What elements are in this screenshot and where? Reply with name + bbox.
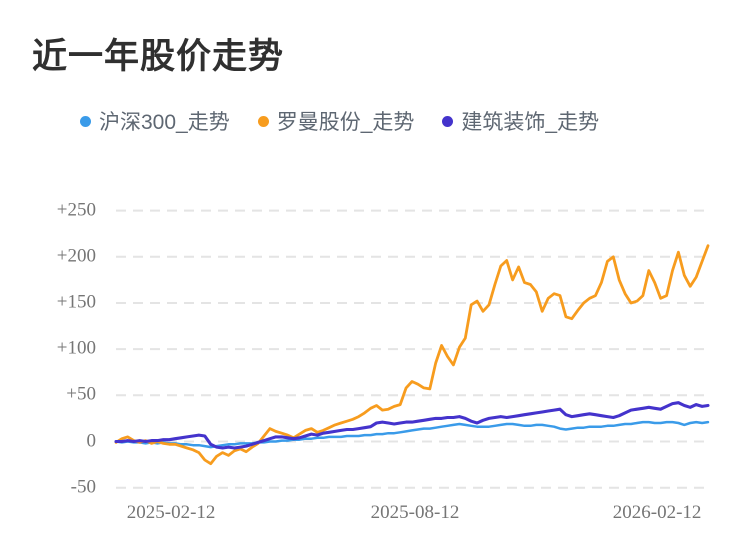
series-line-2 — [114, 401, 710, 450]
legend-dot-icon — [257, 115, 269, 127]
y-axis-label: +200 — [56, 245, 96, 267]
series-line-1 — [114, 244, 710, 466]
x-axis-label: 2026-02-12 — [612, 502, 702, 523]
legend-item-label: 罗曼股份_走势 — [276, 111, 415, 134]
y-axis-label: +50 — [66, 383, 96, 405]
legend-item-0[interactable]: 沪深300_走势 — [80, 106, 230, 136]
legend-dot-icon — [80, 115, 91, 127]
y-axis-label: +150 — [56, 291, 96, 313]
legend-item-label: 沪深300_走势 — [99, 111, 230, 134]
y-axis-label: -50 — [70, 476, 96, 498]
legend-item-label: 建筑装饰_走势 — [461, 111, 600, 134]
legend-dot-icon — [442, 115, 454, 127]
legend-item-2[interactable]: 建筑装饰_走势 — [442, 106, 599, 136]
chart-legend: 沪深300_走势 罗曼股份_走势 建筑装饰_走势 — [80, 106, 599, 136]
y-axis-label: +250 — [56, 199, 96, 221]
y-axis-label: +100 — [56, 337, 96, 359]
x-axis-label: 2025-08-12 — [370, 502, 460, 523]
legend-item-1[interactable]: 罗曼股份_走势 — [257, 106, 415, 136]
y-axis-label: 0 — [86, 430, 97, 452]
chart-title: 近一年股价走势 — [32, 37, 285, 76]
x-axis-label: 2025-02-12 — [126, 502, 216, 523]
